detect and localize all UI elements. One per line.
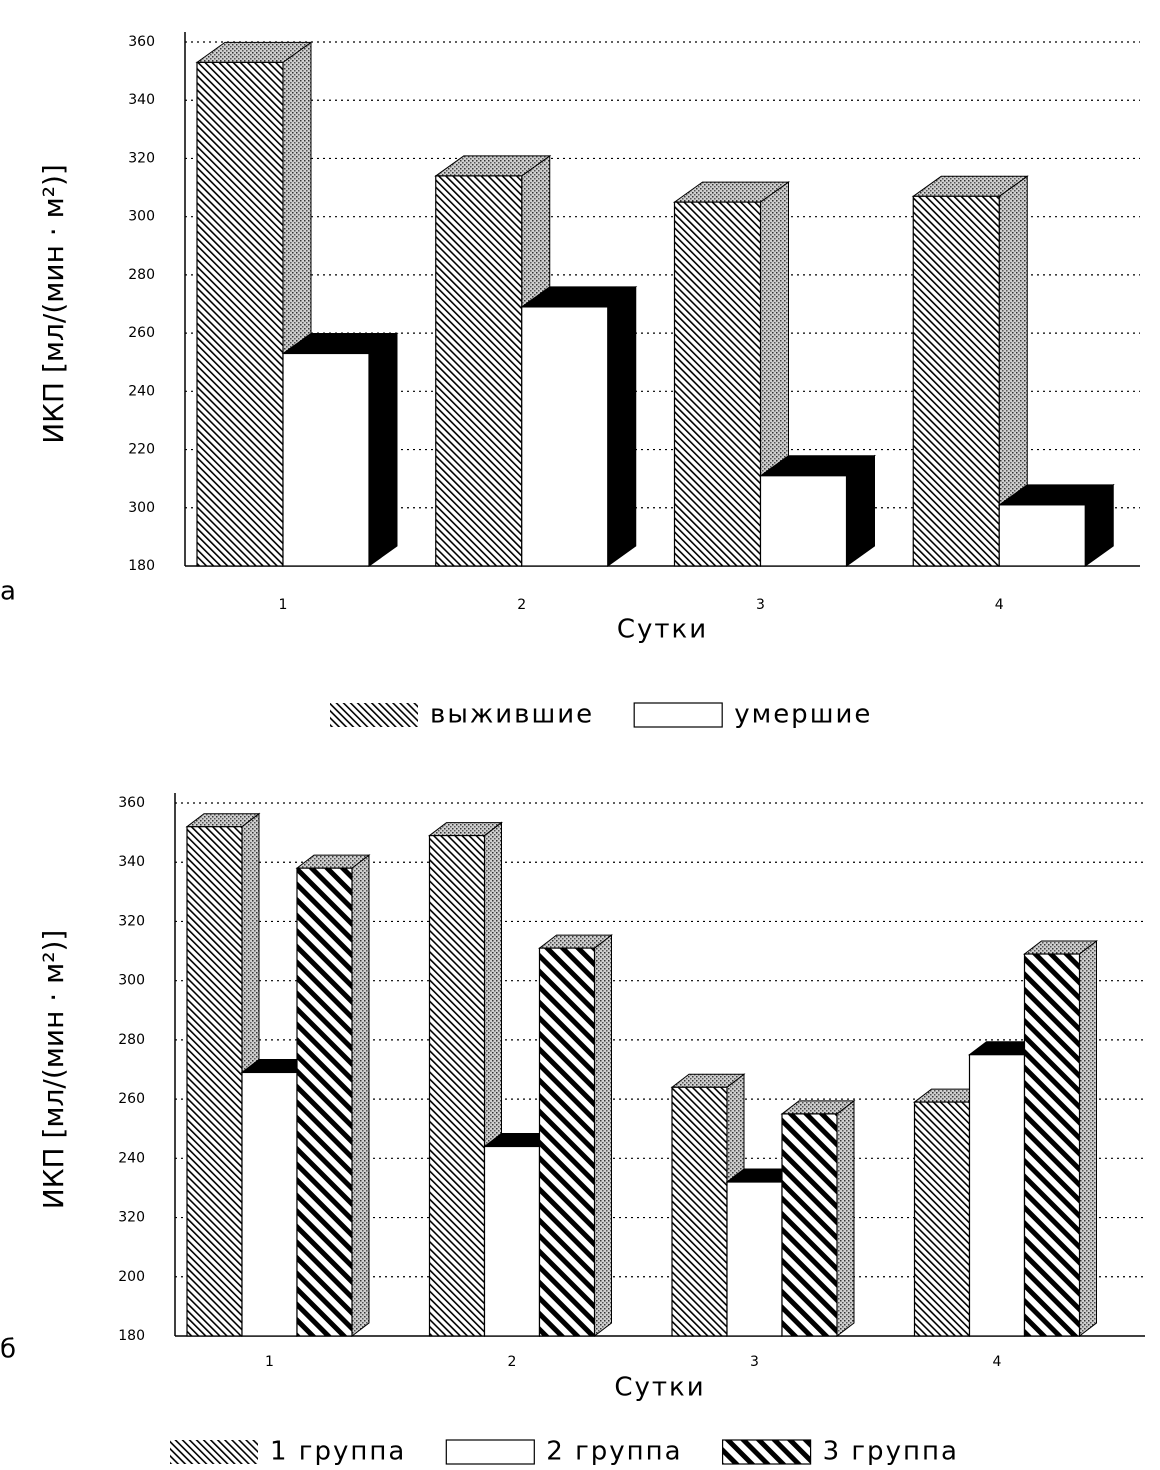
bar-side (368, 332, 398, 567)
legend-label: 3 группа (823, 1437, 959, 1467)
bar (483, 1145, 541, 1337)
bar (968, 1054, 1026, 1337)
y-tick-label: 340 (128, 92, 155, 108)
x-axis-label: Сутки (614, 1373, 705, 1403)
bar (781, 1113, 838, 1337)
x-tick-label: 2 (517, 597, 526, 613)
bar (1023, 953, 1081, 1337)
legend-swatch (330, 703, 418, 727)
bar-side (594, 934, 612, 1338)
bar (282, 352, 370, 567)
bar (726, 1181, 783, 1337)
x-tick-label: 2 (508, 1354, 517, 1370)
legend-swatch (170, 1440, 258, 1464)
panel-label: б (0, 1335, 16, 1365)
legend-label: 2 группа (546, 1437, 682, 1467)
legend-swatch (633, 702, 723, 728)
bar (521, 306, 609, 567)
y-tick-label: 320 (128, 150, 155, 166)
y-tick-label: 300 (128, 209, 155, 225)
bar (673, 201, 762, 567)
bar (435, 175, 523, 567)
x-axis-label: Сутки (617, 615, 708, 645)
bar (998, 504, 1086, 567)
legend-swatch (445, 1439, 535, 1465)
y-tick-label: 280 (118, 1032, 145, 1048)
y-tick-label: 320 (118, 913, 145, 929)
x-tick-label: 4 (995, 597, 1004, 613)
x-tick-label: 3 (750, 1354, 759, 1370)
y-tick-label: 240 (128, 383, 155, 399)
y-axis-label: ИКП [мл/(мин · м²)] (37, 930, 70, 1210)
bar (538, 947, 596, 1337)
y-tick-label: 180 (118, 1328, 145, 1344)
legend-swatch (721, 1439, 812, 1465)
bar (671, 1086, 728, 1337)
bar-side (351, 854, 370, 1338)
y-tick-label: 340 (118, 854, 145, 870)
legend-label: 1 группа (270, 1437, 406, 1467)
y-tick-label: 200 (118, 1269, 145, 1285)
y-tick-label: 280 (128, 267, 155, 283)
bar (759, 475, 848, 567)
legend-label: выжившие (430, 700, 594, 730)
y-tick-label: 240 (118, 1150, 145, 1166)
x-tick-label: 1 (279, 597, 288, 613)
panel-label: а (0, 577, 16, 607)
y-tick-label: 260 (118, 1091, 145, 1107)
y-tick-label: 320 (118, 1210, 145, 1226)
x-tick-label: 1 (265, 1354, 274, 1370)
bar (913, 1101, 971, 1337)
bar-side (607, 285, 637, 567)
y-tick-label: 180 (128, 558, 155, 574)
bar (428, 834, 486, 1337)
bar-side (1079, 940, 1097, 1338)
bar-side (836, 1099, 855, 1338)
x-tick-label: 4 (993, 1354, 1002, 1370)
y-tick-label: 300 (128, 500, 155, 516)
y-axis-label: ИКП [мл/(мин · м²)] (37, 164, 70, 444)
bar (241, 1071, 298, 1337)
y-tick-label: 360 (128, 34, 155, 50)
legend-label: умершие (734, 700, 872, 730)
y-tick-label: 300 (118, 973, 145, 989)
y-tick-label: 220 (128, 442, 155, 458)
y-tick-label: 260 (128, 325, 155, 341)
x-tick-label: 3 (756, 597, 765, 613)
bar (296, 867, 353, 1337)
y-tick-label: 360 (118, 795, 145, 811)
bar (186, 826, 243, 1337)
bar (196, 61, 284, 567)
bar (912, 195, 1000, 567)
